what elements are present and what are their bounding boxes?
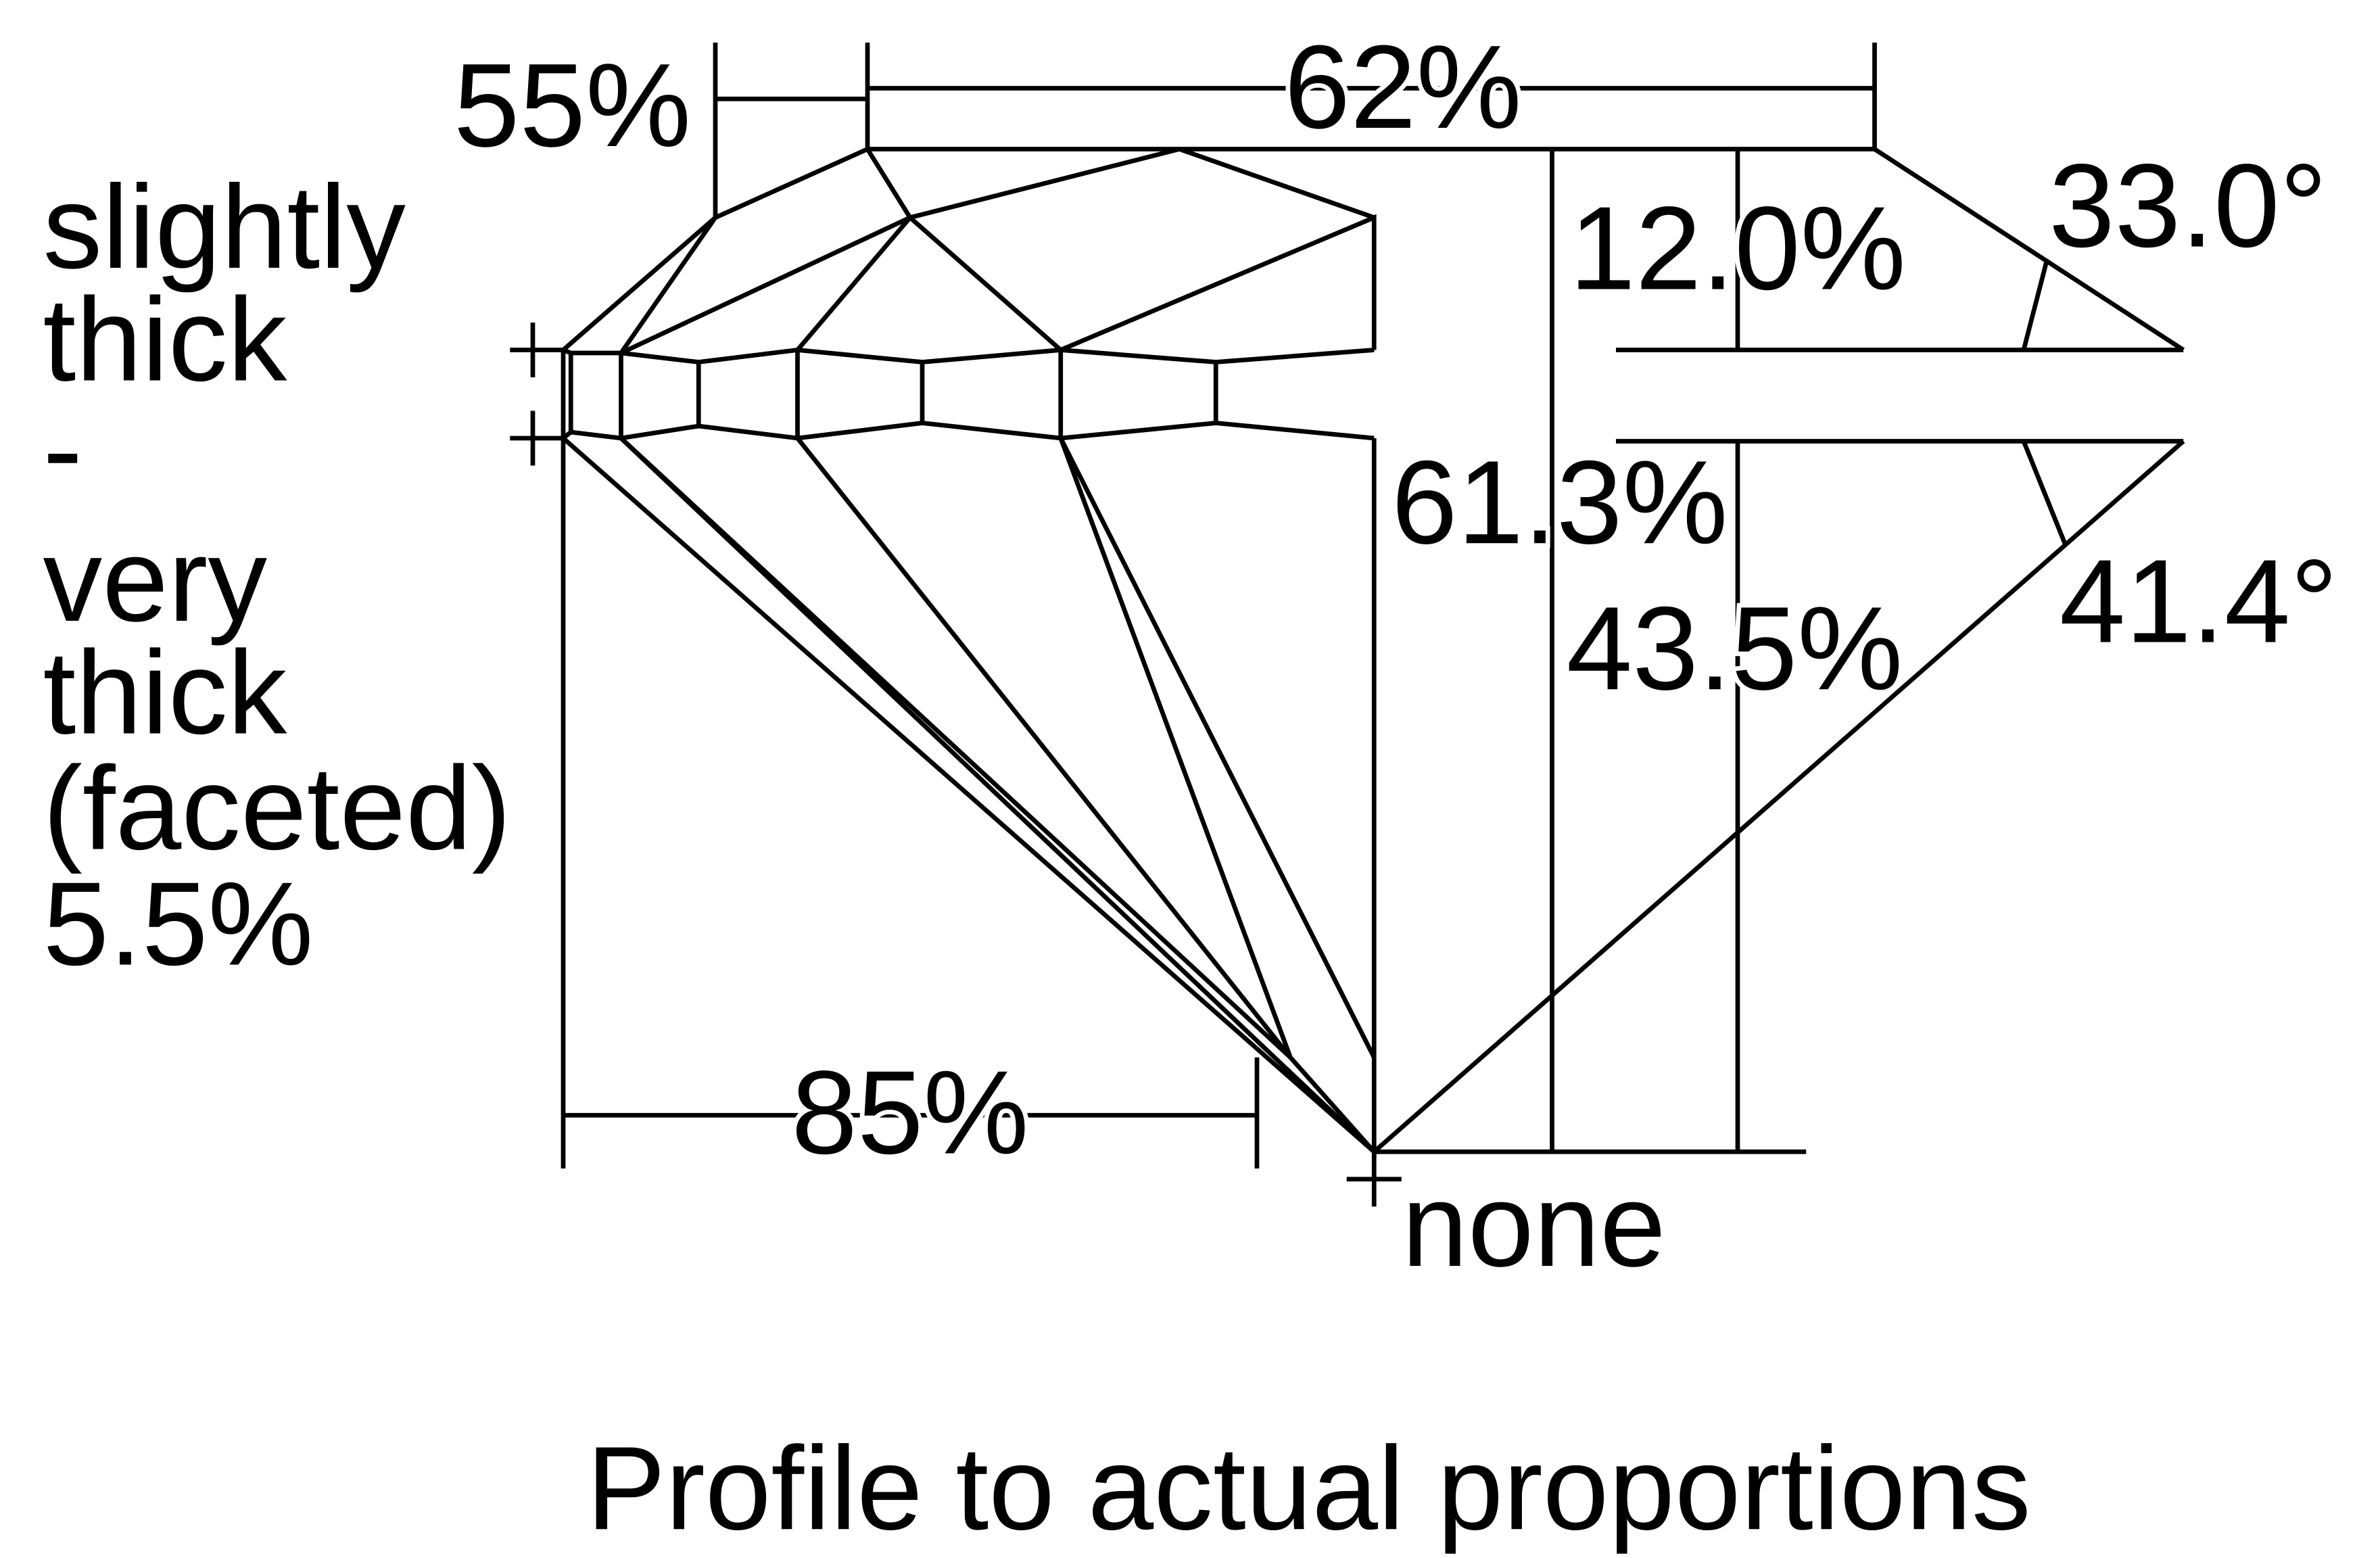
total-depth-label: 61.3% — [1391, 436, 1728, 569]
star-length-label: 55% — [454, 39, 691, 172]
pavilion-angle-label: 41.4° — [2060, 536, 2338, 668]
pavilion-depth-label: 43.5% — [1567, 582, 1903, 715]
crown-height-label: 12.0% — [1569, 183, 1906, 315]
girdle-label: slightly — [43, 161, 406, 293]
lower-half-label: 85% — [791, 1047, 1028, 1179]
crown-angle-label: 33.0° — [2049, 140, 2327, 273]
girdle-label: very — [43, 514, 268, 646]
girdle-label: - — [43, 383, 82, 516]
caption: Profile to actual proportions — [586, 1422, 2030, 1555]
diamond-outline — [561, 146, 2185, 1158]
table-label: 62% — [1284, 21, 1521, 154]
girdle-label: thick — [43, 274, 287, 406]
girdle-label: 5.5% — [43, 858, 314, 991]
labels: 55% 62% 12.0% 33.0° 61.3% 43.5% 41.4° 85… — [43, 16, 2338, 1555]
girdle-label: (faceted) — [43, 742, 512, 875]
culet-label: none — [1402, 1159, 1665, 1292]
girdle-label: thick — [43, 627, 287, 759]
dimension-lines — [510, 43, 1877, 1207]
